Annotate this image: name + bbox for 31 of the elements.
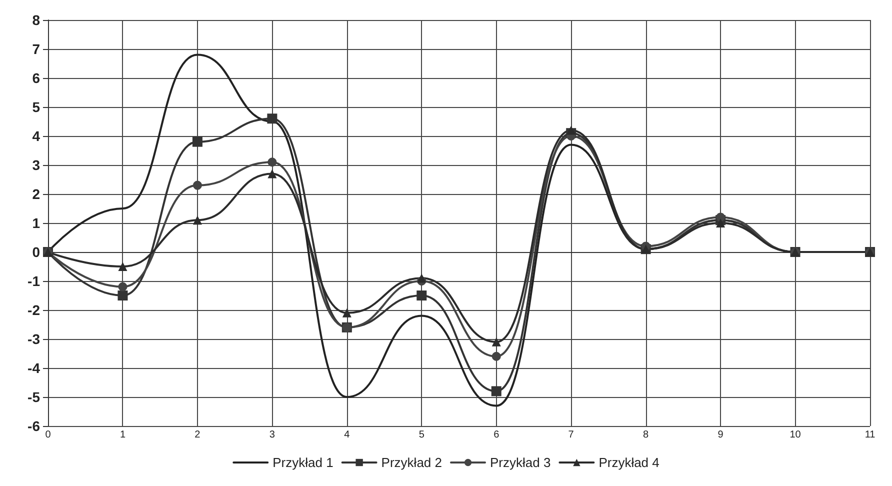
y-tick-label: -6 [28, 418, 40, 434]
y-tick-label: -1 [28, 273, 40, 289]
y-tick-label: -5 [28, 389, 40, 405]
y-tick-label: 3 [32, 157, 40, 173]
y-tick-label: 8 [32, 12, 40, 28]
y-tick-label: 7 [32, 41, 40, 57]
y-tick-label: 4 [32, 128, 40, 144]
x-tick-label: 9 [718, 430, 724, 440]
x-tick-label: 10 [790, 430, 802, 440]
x-tick-label: 8 [643, 430, 650, 440]
y-tick-label: -3 [28, 331, 40, 347]
y-tick-label: 6 [32, 70, 40, 86]
y-tick-label: 5 [32, 99, 40, 115]
y-tick-label: -4 [28, 360, 40, 376]
y-tick-label: -2 [28, 302, 40, 318]
legend-label: Przykład 2 [381, 455, 442, 470]
legend-label: Przykład 1 [272, 455, 334, 470]
x-tick-label: 6 [494, 430, 500, 440]
x-tick-label: 11 [864, 430, 876, 440]
x-tick-label: 0 [45, 430, 52, 440]
x-tick-label: 1 [120, 430, 126, 440]
legend-label: Przykład 4 [598, 455, 660, 470]
x-tick-label: 3 [269, 430, 276, 440]
x-tick-label: 2 [194, 430, 201, 440]
x-tick-label: 7 [568, 430, 574, 440]
y-tick-label: 0 [32, 244, 40, 260]
x-tick-label: 4 [344, 430, 350, 440]
legend-label: Przykład 3 [490, 455, 551, 470]
y-tick-label: 2 [32, 186, 40, 202]
x-tick-label: 5 [418, 430, 425, 440]
y-tick-label: 1 [32, 215, 40, 231]
